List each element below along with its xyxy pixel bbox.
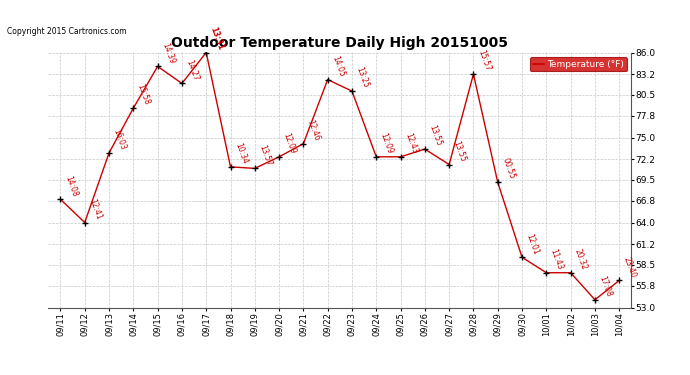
Text: 14:27: 14:27 [184, 58, 200, 82]
Text: 13:55: 13:55 [451, 140, 468, 163]
Text: 17:08: 17:08 [598, 275, 613, 298]
Text: 13:55: 13:55 [427, 124, 443, 147]
Text: 14:05: 14:05 [330, 54, 346, 78]
Text: 14:39: 14:39 [160, 41, 176, 65]
Text: 13:57: 13:57 [257, 143, 273, 167]
Text: 00:55: 00:55 [500, 157, 516, 181]
Text: 23:40: 23:40 [622, 255, 638, 279]
Text: 15:57: 15:57 [476, 49, 492, 73]
Text: 15:58: 15:58 [136, 83, 152, 106]
Text: 12:41: 12:41 [87, 198, 103, 221]
Text: 13:31: 13:31 [208, 25, 226, 51]
Text: 14:08: 14:08 [63, 174, 79, 198]
Text: Copyright 2015 Cartronics.com: Copyright 2015 Cartronics.com [7, 27, 126, 36]
Title: Outdoor Temperature Daily High 20151005: Outdoor Temperature Daily High 20151005 [171, 36, 509, 50]
Text: 10:34: 10:34 [233, 142, 249, 165]
Text: 12:09: 12:09 [379, 132, 395, 155]
Text: 12:09: 12:09 [282, 132, 297, 155]
Text: 13:25: 13:25 [355, 66, 371, 90]
Text: 12:46: 12:46 [306, 118, 322, 142]
Legend: Temperature (°F): Temperature (°F) [530, 57, 627, 71]
Text: 12:43: 12:43 [403, 132, 419, 155]
Text: 20:32: 20:32 [573, 248, 589, 271]
Text: 12:01: 12:01 [524, 232, 540, 256]
Text: 16:03: 16:03 [112, 128, 128, 152]
Text: 11:43: 11:43 [549, 248, 564, 271]
